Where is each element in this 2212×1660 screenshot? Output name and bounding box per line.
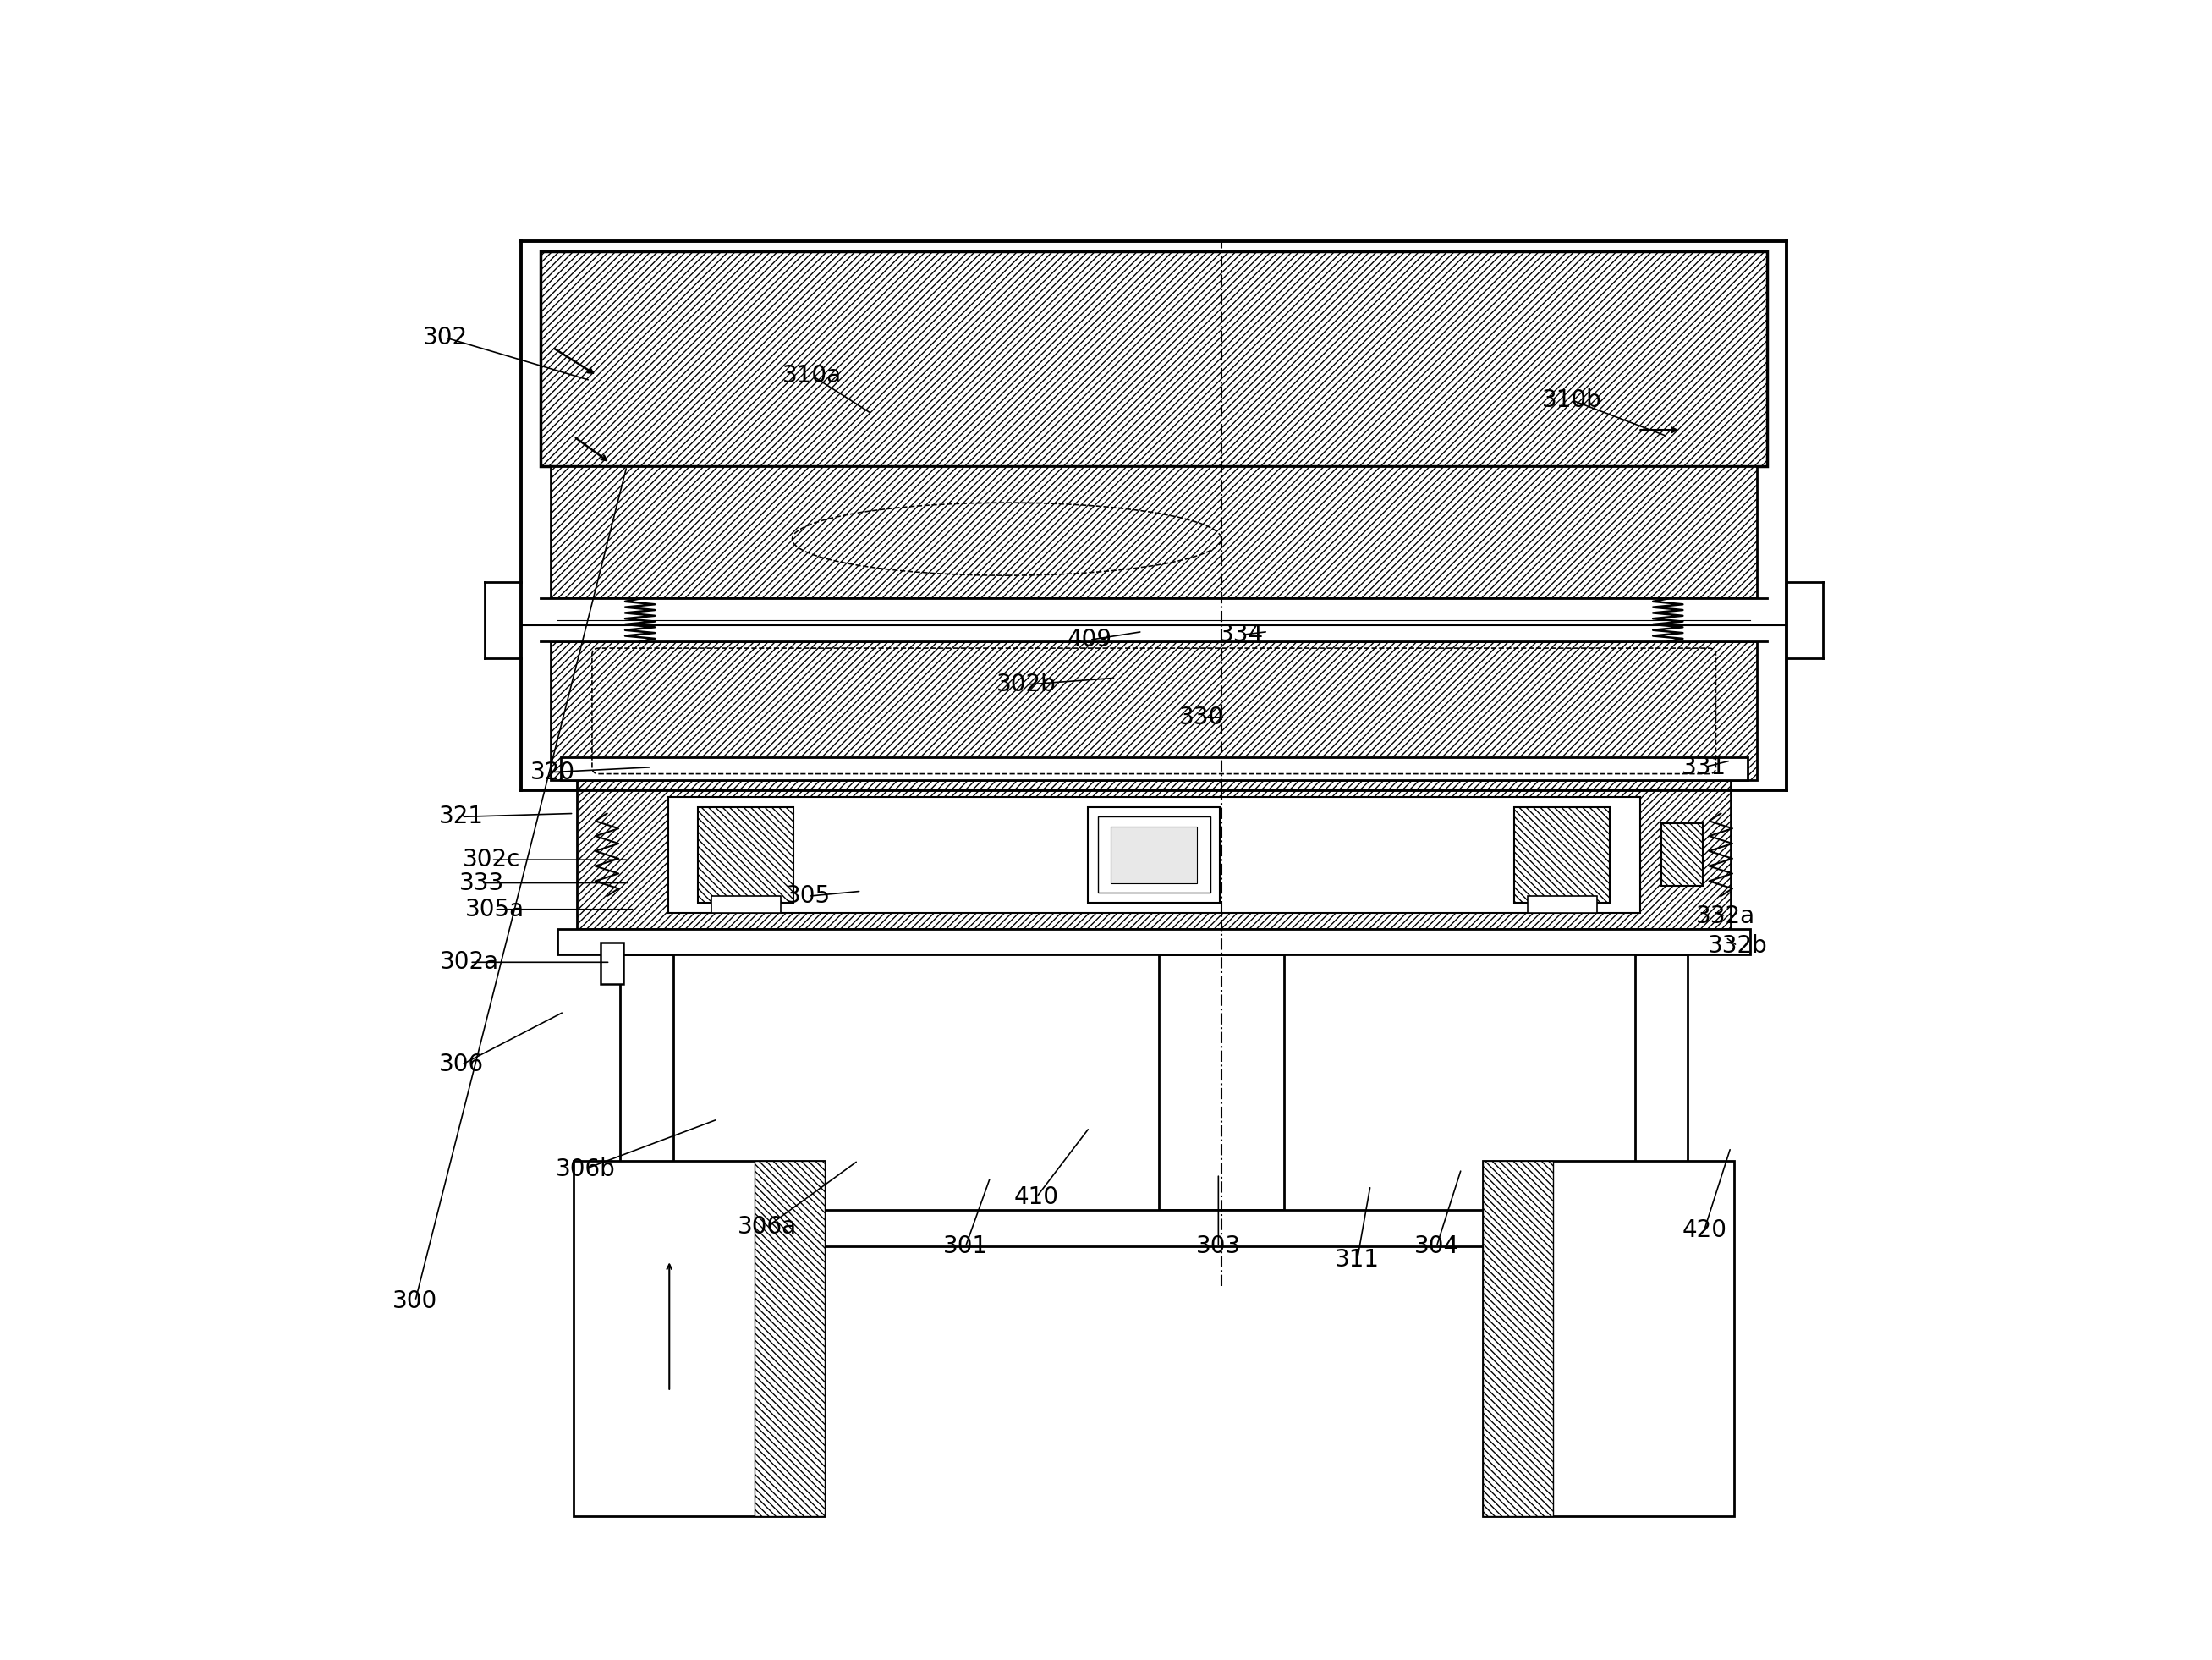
Bar bbox=[1528, 896, 1597, 913]
Text: 420: 420 bbox=[1681, 1218, 1728, 1242]
Bar bbox=[577, 780, 1730, 930]
Bar bbox=[1482, 1160, 1734, 1516]
Bar bbox=[1482, 1160, 1553, 1516]
Bar bbox=[551, 641, 1756, 780]
Bar bbox=[1097, 817, 1210, 893]
Bar bbox=[1661, 823, 1703, 886]
Text: 304: 304 bbox=[1413, 1235, 1460, 1258]
Bar bbox=[619, 954, 672, 1210]
Bar bbox=[599, 943, 624, 984]
Text: 311: 311 bbox=[1334, 1248, 1380, 1272]
Bar bbox=[540, 599, 1767, 641]
Bar bbox=[697, 807, 794, 903]
Bar bbox=[754, 1160, 825, 1516]
Bar bbox=[560, 757, 1747, 780]
Text: 331: 331 bbox=[1681, 755, 1728, 779]
Text: 310b: 310b bbox=[1542, 388, 1601, 412]
Text: 320: 320 bbox=[531, 760, 575, 784]
Text: 409: 409 bbox=[1066, 627, 1113, 652]
Bar bbox=[1088, 807, 1221, 903]
Bar bbox=[1635, 954, 1688, 1210]
Text: 303: 303 bbox=[1197, 1235, 1241, 1258]
Bar bbox=[1110, 827, 1197, 883]
Bar bbox=[540, 251, 1767, 466]
Text: 410: 410 bbox=[1013, 1185, 1060, 1208]
Text: 306: 306 bbox=[438, 1052, 484, 1077]
Text: 301: 301 bbox=[942, 1235, 989, 1258]
Text: 332b: 332b bbox=[1708, 935, 1767, 958]
Text: 302a: 302a bbox=[440, 951, 500, 974]
Text: 300: 300 bbox=[394, 1290, 438, 1313]
Text: 330: 330 bbox=[1179, 706, 1225, 729]
Text: 332a: 332a bbox=[1697, 905, 1756, 928]
Text: 302b: 302b bbox=[998, 672, 1057, 697]
Bar bbox=[1159, 954, 1285, 1210]
Bar bbox=[710, 896, 781, 913]
Text: 306b: 306b bbox=[555, 1157, 615, 1180]
Text: 333: 333 bbox=[458, 872, 504, 895]
Bar bbox=[604, 1210, 1703, 1247]
Bar bbox=[668, 797, 1639, 913]
Text: 310a: 310a bbox=[783, 364, 841, 387]
Bar bbox=[551, 466, 1756, 599]
Text: 305a: 305a bbox=[465, 898, 524, 921]
Bar bbox=[557, 930, 1750, 954]
Text: 306a: 306a bbox=[737, 1215, 796, 1238]
Bar bbox=[573, 1160, 825, 1516]
Text: 302c: 302c bbox=[462, 848, 520, 872]
Text: 321: 321 bbox=[438, 805, 484, 828]
Text: 334: 334 bbox=[1219, 622, 1263, 647]
Text: 302: 302 bbox=[422, 325, 467, 349]
Text: 305: 305 bbox=[785, 885, 832, 908]
Bar bbox=[1515, 807, 1610, 903]
